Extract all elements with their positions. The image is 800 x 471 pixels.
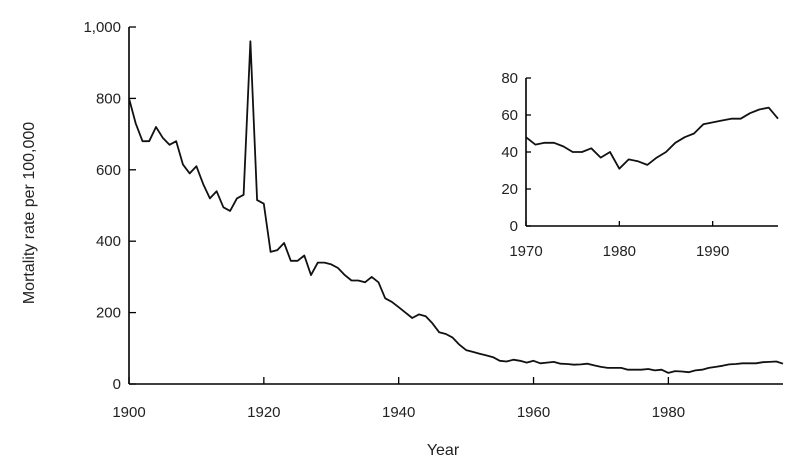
inset-y-tick-label: 0 <box>510 218 518 235</box>
main-x-tick-label: 1980 <box>652 404 685 421</box>
main-y-tick-label: 800 <box>96 90 121 107</box>
inset-x-tick-label: 1980 <box>603 243 636 260</box>
x-axis-label: Year <box>427 442 460 459</box>
main-y-tick-label: 0 <box>113 376 121 393</box>
main-y-tick-label: 1,000 <box>83 19 121 36</box>
inset-y-tick-label: 20 <box>501 181 518 198</box>
inset-series-line <box>525 106 779 170</box>
main-chart: Mortality rate per 100,000 Year 02004006… <box>21 19 784 459</box>
inset-y-tick-label: 60 <box>501 107 518 124</box>
main-series-line <box>128 40 784 374</box>
main-x-tick-label: 1900 <box>112 404 145 421</box>
main-x-tick-label: 1920 <box>247 404 280 421</box>
main-x-tick-label: 1940 <box>382 404 415 421</box>
inset-y-tick-label: 40 <box>501 144 518 161</box>
inset-x-tick-label: 1990 <box>696 243 729 260</box>
inset-chart: 0 20 40 60 80 1970 1980 1990 <box>501 70 779 260</box>
main-y-tick-label: 400 <box>96 233 121 250</box>
main-y-tick-label: 600 <box>96 162 121 179</box>
y-axis-label: Mortality rate per 100,000 <box>21 122 38 304</box>
inset-y-tick-label: 80 <box>501 70 518 87</box>
main-x-tick-label: 1960 <box>517 404 550 421</box>
main-y-tick-label: 200 <box>96 305 121 322</box>
inset-x-tick-label: 1970 <box>509 243 542 260</box>
